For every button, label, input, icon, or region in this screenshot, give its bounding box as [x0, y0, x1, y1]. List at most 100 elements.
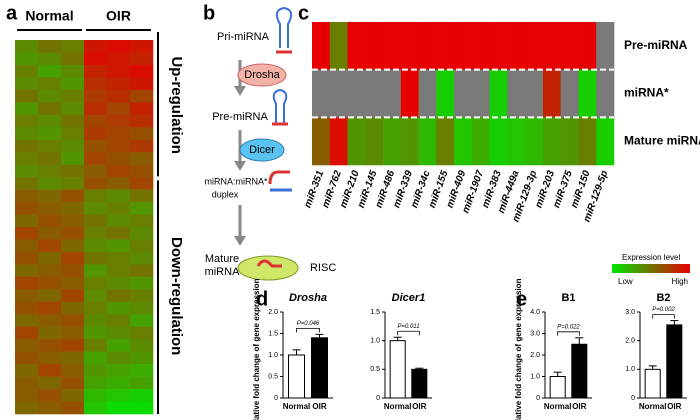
heatmap-cell	[38, 202, 62, 215]
enzyme	[239, 138, 285, 162]
heatmap-cell	[38, 40, 62, 53]
panel-label: c	[298, 2, 309, 24]
p-value: P=0.011	[397, 324, 419, 330]
heatmap-cell	[596, 69, 615, 118]
heatmap-cell	[61, 52, 85, 66]
heatmap-cell	[596, 117, 615, 166]
heatmap-cell	[38, 314, 62, 328]
heatmap-cell	[130, 376, 154, 390]
legend-low: Low	[618, 277, 633, 286]
heatmap-cell	[15, 389, 39, 402]
heatmap-cell	[596, 22, 615, 70]
heatmap-cell	[61, 102, 85, 116]
heatmap-cell	[130, 52, 154, 66]
heatmap-cell	[84, 326, 108, 340]
heatmap-cell	[15, 77, 39, 91]
heatmap-cell	[329, 69, 348, 118]
heatmap-cell	[107, 376, 131, 390]
heatmap-cell	[84, 77, 108, 91]
heatmap-cell	[347, 22, 366, 70]
heatmap-cell	[38, 364, 62, 377]
x-tick-label: Normal	[544, 402, 572, 411]
x-tick-label: OIR	[312, 402, 326, 411]
significance-bracket	[296, 327, 320, 333]
x-tick-label: Normal	[283, 402, 311, 411]
y-tick-label: 0	[631, 395, 635, 402]
heatmap-cell	[130, 264, 154, 278]
heatmap-cell	[130, 139, 154, 153]
heatmap-cell	[15, 139, 39, 153]
p-value: P=0.002	[652, 307, 675, 313]
heatmap-cell	[38, 52, 62, 66]
heatmap-cell	[15, 251, 39, 265]
heatmap-cell	[38, 389, 62, 402]
heatmap-cell	[38, 77, 62, 91]
heatmap-cell	[329, 117, 348, 166]
chart-title: B1	[561, 292, 575, 304]
heatmap-cell	[15, 351, 39, 365]
heatmap-cell	[107, 227, 131, 240]
heatmap-cell	[383, 22, 402, 70]
heatmap-cell	[15, 214, 39, 228]
heatmap-cell	[130, 127, 154, 141]
heatmap-cell	[84, 389, 108, 402]
heatmap-cell	[489, 69, 508, 118]
bar	[571, 343, 588, 399]
heatmap-cell	[107, 152, 131, 165]
row-group-label: Up-regulation	[168, 56, 185, 154]
heatmap-cell	[38, 401, 62, 415]
heatmap-cell	[61, 251, 85, 265]
heatmap-cell	[107, 351, 131, 365]
y-tick-label: 0	[376, 395, 380, 402]
heatmap-cell	[15, 239, 39, 253]
step-label: Mature	[205, 253, 239, 265]
heatmap-cell	[84, 177, 108, 190]
group-label: OIR	[106, 8, 131, 24]
y-tick-label: 0.5	[268, 373, 278, 380]
row-label: miRNA*	[624, 86, 669, 100]
heatmap-cell	[107, 164, 131, 178]
bar	[644, 368, 661, 399]
heatmap-cell	[15, 202, 39, 215]
heatmap-cell	[107, 314, 131, 328]
heatmap-cell	[107, 214, 131, 228]
heatmap-cell	[107, 389, 131, 402]
heatmap-cell	[38, 301, 62, 315]
panel-label: d	[256, 288, 268, 310]
group-label: Normal	[25, 8, 73, 24]
row-label: Mature miRNA	[624, 133, 700, 147]
heatmap-cell	[15, 52, 39, 66]
heatmap-cell	[312, 117, 331, 166]
y-tick-label: 0.5	[370, 366, 380, 373]
step-label: duplex	[212, 189, 239, 199]
heatmap-cell	[84, 401, 108, 415]
heatmap-cell	[61, 164, 85, 178]
enzyme-label: Dicer	[249, 144, 275, 156]
heatmap-cell	[107, 276, 131, 290]
y-tick-label: 0	[536, 395, 540, 402]
enzyme-label: RISC	[310, 262, 336, 274]
heatmap-cell	[400, 117, 419, 166]
heatmap-cell	[107, 264, 131, 278]
heatmap-cell	[107, 202, 131, 215]
heatmap-cell	[84, 89, 108, 103]
heatmap-cell	[61, 77, 85, 91]
heatmap-cell	[84, 214, 108, 228]
heatmap-cell	[38, 276, 62, 290]
heatmap-cell	[130, 401, 154, 415]
heatmap-cell	[84, 364, 108, 377]
y-tick-label: 4.0	[530, 309, 540, 316]
heatmap-cell	[84, 301, 108, 315]
heatmap-cell	[130, 276, 154, 290]
heatmap-cell	[15, 376, 39, 390]
heatmap-cell	[38, 251, 62, 265]
bar	[311, 337, 328, 399]
heatmap-cell	[61, 276, 85, 290]
heatmap-cell	[84, 376, 108, 390]
legend-title: Expression level	[622, 253, 680, 262]
heatmap-cell	[383, 69, 402, 118]
duplex	[268, 170, 290, 185]
bar	[288, 354, 305, 399]
heatmap-cell	[107, 40, 131, 53]
heatmap-cell	[84, 239, 108, 253]
